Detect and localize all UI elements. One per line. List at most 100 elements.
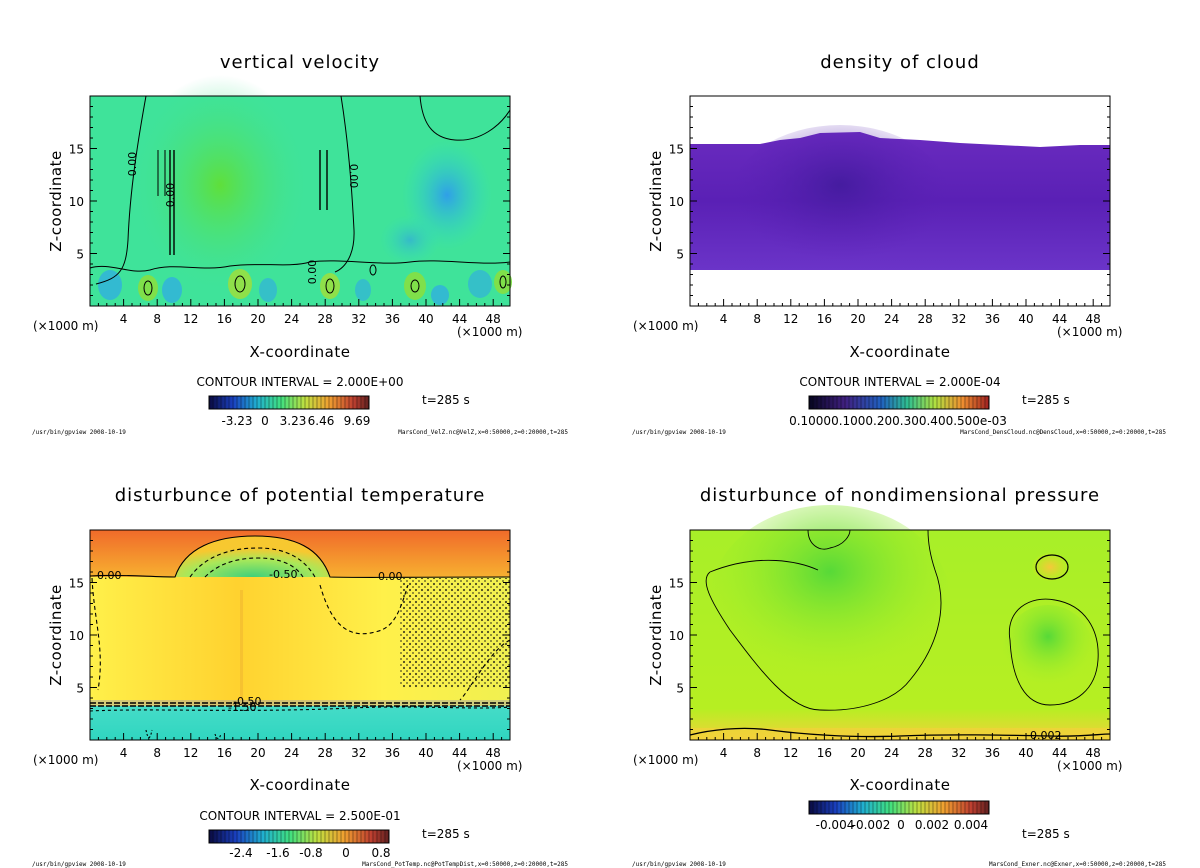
y-tick-label: 10 <box>669 195 684 209</box>
x-axis-title: X-coordinate <box>250 776 351 794</box>
x-tick-label: 44 <box>452 746 467 760</box>
x-tick-label: 32 <box>951 746 966 760</box>
x-tick-label: 16 <box>217 312 232 326</box>
y-tick-label: 5 <box>76 248 84 262</box>
colorbar-stripes <box>809 801 989 814</box>
x-tick-label: 32 <box>351 746 366 760</box>
time-label: t=285 s <box>422 393 470 407</box>
x-tick-label: 40 <box>1018 312 1033 326</box>
y-axis-title: Z-coordinate <box>47 584 65 685</box>
x-tick-label: 12 <box>183 312 198 326</box>
y-tick-label: 15 <box>669 577 684 591</box>
y-tick-label: 15 <box>669 143 684 157</box>
chart-title: disturbunce of nondimensional pressure <box>700 485 1100 506</box>
y-axis-ticks: 5 10 15 <box>69 529 510 741</box>
y-tick-label: 5 <box>676 248 684 262</box>
contour-label: 0.00 <box>164 183 177 208</box>
near-surface-cells <box>98 269 512 305</box>
colorbar-tick-label: -3.23 <box>221 414 252 428</box>
x-axis-title: X-coordinate <box>250 343 351 361</box>
contour-interval: CONTOUR INTERVAL = 2.000E-04 <box>799 375 1000 389</box>
colorbar-ticks: -3.23 0 3.23 6.46 9.69 <box>221 414 370 428</box>
colorbar-tick-label: 0.002 <box>915 818 949 832</box>
colorbar-tick-label: -0.002 <box>852 818 891 832</box>
panel-potential-temperature: disturbunce of potential temperature 0.0… <box>32 485 568 868</box>
x-tick-label: 28 <box>918 746 933 760</box>
x-tick-label: 8 <box>153 746 161 760</box>
x-tick-label: 24 <box>284 746 299 760</box>
colorbar-tick-label: 0.8 <box>371 846 390 860</box>
panel-density-of-cloud: density of cloud 4 8 12 16 20 24 28 32 36 40 44 48 … <box>632 52 1166 436</box>
x-tick-label: 8 <box>153 312 161 326</box>
x-tick-label: 24 <box>884 312 899 326</box>
x-axis-title: X-coordinate <box>850 343 951 361</box>
y-axis-ticks: 5 10 15 <box>69 95 510 307</box>
colorbar-tick-label: 0 <box>342 846 350 860</box>
footer-left: /usr/bin/gpview 2008-10-19 <box>632 861 726 868</box>
x-tick-label: 8 <box>753 312 761 326</box>
chart-title: disturbunce of potential temperature <box>115 485 486 506</box>
x-tick-label: 20 <box>850 746 865 760</box>
plot-area <box>689 95 1111 307</box>
footer-right: MarsCond_PotTemp.nc@PotTempDist,x=0:5000… <box>362 861 568 868</box>
x-tick-label: 16 <box>817 312 832 326</box>
colorbar-tick-label: -1.6 <box>266 846 289 860</box>
colorbar-ticks: -0.004-0.002 0 0.002 0.004 <box>816 818 989 832</box>
time-label: t=285 s <box>1022 827 1070 841</box>
x-tick-label: 40 <box>1018 746 1033 760</box>
x-unit-label: (×1000 m) <box>633 319 698 333</box>
x-tick-label: 36 <box>985 746 1000 760</box>
plot-area: 0.00 -0.50 0.00 -0.50 -1.50 <box>89 529 511 741</box>
contour-lines <box>89 535 511 740</box>
chart-title: density of cloud <box>820 52 980 73</box>
y-tick-label: 5 <box>76 682 84 696</box>
footer-right: MarsCond_VelZ.nc@VelZ,x=0:50000,z=0:2000… <box>398 429 568 436</box>
footer-right: MarsCond_Exner.nc@Exner,x=0:50000,z=0:20… <box>989 861 1166 868</box>
y-axis-title: Z-coordinate <box>647 584 665 685</box>
colorbar-stripes <box>209 830 389 843</box>
x-tick-label: 4 <box>720 746 728 760</box>
contour-label: 0.00 <box>378 570 403 583</box>
cold-anomaly <box>175 536 330 577</box>
x-tick-label: 48 <box>486 746 501 760</box>
x-tick-label: 28 <box>318 746 333 760</box>
x-tick-label: 40 <box>418 746 433 760</box>
colorbar-tick-label: -2.4 <box>229 846 252 860</box>
contour-label: 0.00 <box>126 152 139 177</box>
plot-area: 0.00 0.00 0.00 0.00 <box>89 75 512 307</box>
y-axis-title: Z-coordinate <box>647 150 665 251</box>
x-tick-label: 12 <box>783 312 798 326</box>
contour-label: 0.00 <box>347 164 360 189</box>
x-tick-label: 24 <box>884 746 899 760</box>
x-tick-label: 44 <box>1052 746 1067 760</box>
colorbar-tick-label: 0.10000.1000.200.300.400.500e-03 <box>789 414 1007 428</box>
x-axis-ticks: 4 8 12 16 20 24 28 32 36 40 44 48 <box>89 299 511 326</box>
time-label: t=285 s <box>422 827 470 841</box>
contour-interval: CONTOUR INTERVAL = 2.000E+00 <box>197 375 404 389</box>
x-axis-ticks: 4 8 12 16 20 24 28 32 36 40 44 48 <box>89 733 511 760</box>
x-axis-ticks: 4 8 12 16 20 24 28 32 36 40 44 48 <box>689 299 1111 326</box>
y-tick-label: 15 <box>69 577 84 591</box>
x-tick-label: 12 <box>183 746 198 760</box>
x-tick-label: 4 <box>120 746 128 760</box>
y-tick-label: 10 <box>69 195 84 209</box>
stipple-region <box>400 578 510 688</box>
x-tick-label: 40 <box>418 312 433 326</box>
x-tick-label: 4 <box>120 312 128 326</box>
y-tick-label: 5 <box>676 682 684 696</box>
y-unit-label: (×1000 m) <box>1057 325 1122 339</box>
contour-lines <box>89 95 511 296</box>
x-tick-label: 28 <box>918 312 933 326</box>
contour-lines <box>689 529 1111 738</box>
y-unit-label: (×1000 m) <box>457 759 522 773</box>
colorbar-stripes <box>209 396 369 409</box>
high-pressure-cell <box>1032 553 1068 581</box>
x-unit-label: (×1000 m) <box>33 319 98 333</box>
x-tick-label: 36 <box>385 746 400 760</box>
colorbar-ticks: -2.4 -1.6 -0.8 0 0.8 <box>229 846 390 860</box>
x-tick-label: 48 <box>486 312 501 326</box>
y-unit-label: (×1000 m) <box>457 325 522 339</box>
x-tick-label: 20 <box>850 312 865 326</box>
colorbar-stripes <box>809 396 989 409</box>
